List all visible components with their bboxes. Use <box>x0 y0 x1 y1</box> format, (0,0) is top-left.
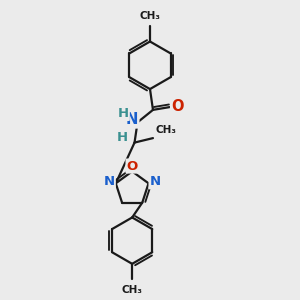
Text: O: O <box>171 99 184 114</box>
Text: N: N <box>104 175 115 188</box>
Text: O: O <box>127 160 138 172</box>
Text: H: H <box>118 107 129 120</box>
Text: N: N <box>126 112 138 128</box>
Text: CH₃: CH₃ <box>122 285 143 295</box>
Text: CH₃: CH₃ <box>156 125 177 135</box>
Text: CH₃: CH₃ <box>140 11 160 21</box>
Text: N: N <box>149 175 161 188</box>
Text: H: H <box>116 131 128 144</box>
